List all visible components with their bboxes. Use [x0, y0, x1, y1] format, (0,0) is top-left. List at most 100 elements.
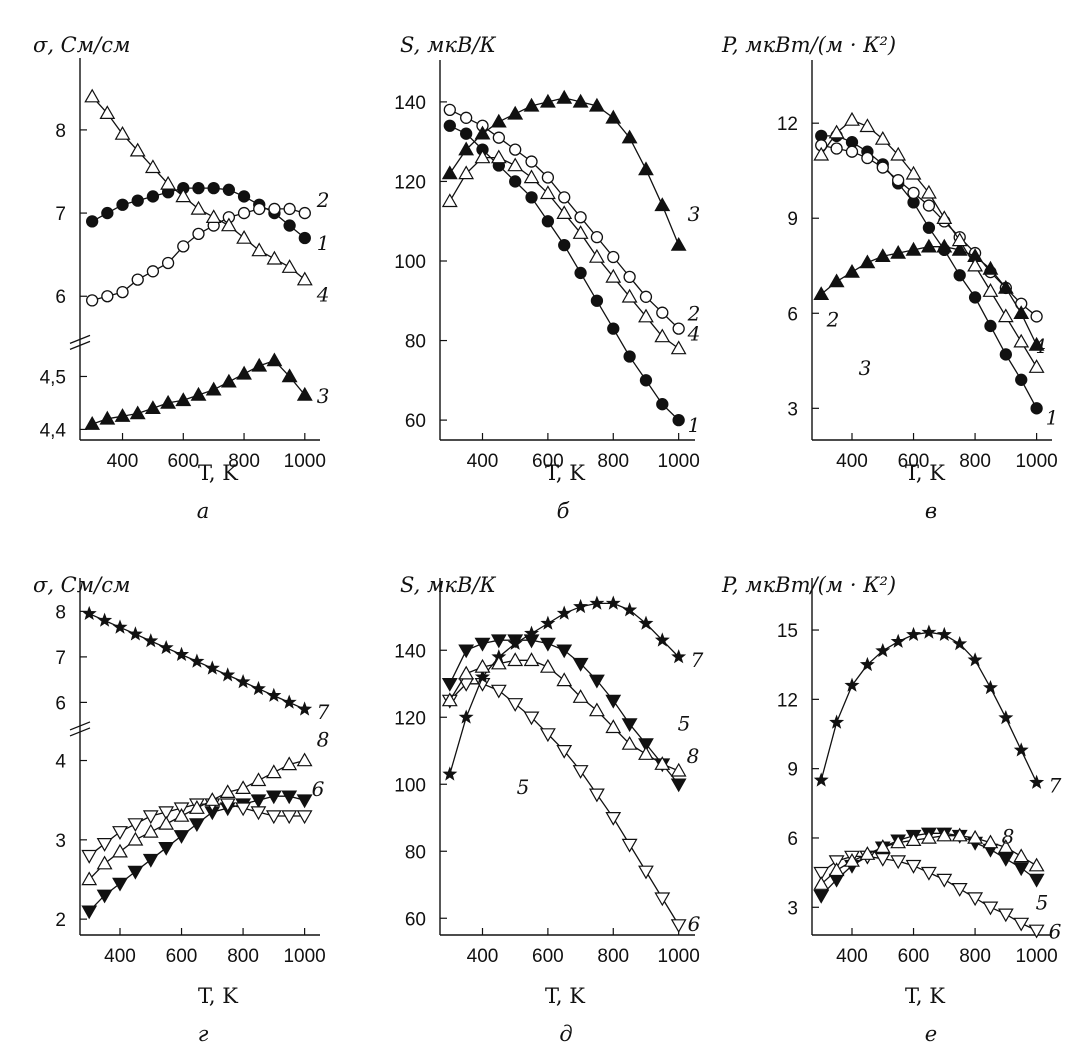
data-point-series-8	[621, 735, 638, 750]
y-tick-label: 120	[394, 708, 426, 729]
data-point-series-8	[441, 692, 458, 707]
data-point-series-2	[907, 186, 920, 200]
data-point-series-2	[283, 202, 296, 216]
chart-panel-5: 400 600 800 1000 60 80 100 120 140 S, мкВ/К T, K д 5…	[394, 573, 703, 1046]
data-point-series-2	[268, 202, 281, 216]
data-point-series-1	[86, 215, 99, 228]
data-point-series-6	[235, 802, 252, 817]
data-point-series-5	[96, 889, 113, 904]
data-point-series-5	[296, 794, 313, 809]
data-point-series-2	[623, 270, 636, 284]
data-point-series-3	[490, 113, 507, 128]
data-point-series-3	[266, 352, 283, 367]
data-point-series-2	[509, 143, 522, 156]
data-point-series-6	[96, 837, 113, 852]
data-point-series-7	[982, 679, 998, 695]
series-label-4: 4	[687, 322, 701, 346]
data-point-series-8	[81, 871, 98, 886]
data-point-series-4	[539, 185, 556, 200]
y-tick-label: 80	[405, 332, 426, 353]
y-tick-label: 12	[777, 690, 798, 711]
y-axis-title: P, мкВт/(м · К²)	[721, 573, 896, 597]
data-point-series-7	[540, 615, 556, 630]
data-point-series-8	[936, 827, 953, 842]
data-point-series-7	[890, 633, 906, 648]
data-point-series-8	[523, 652, 540, 667]
data-point-series-1	[639, 374, 653, 387]
series-label-7: 7	[1049, 774, 1062, 798]
data-point-series-3	[296, 386, 313, 401]
y-tick-label: 3	[787, 399, 798, 420]
y-tick-label: 9	[787, 209, 798, 230]
data-point-series-1	[623, 350, 636, 363]
data-point-series-7	[458, 709, 474, 724]
data-point-series-8	[813, 876, 830, 890]
data-point-series-5	[188, 818, 205, 833]
data-point-series-3	[890, 244, 907, 259]
data-point-series-7	[524, 625, 540, 640]
data-point-series-6	[158, 806, 175, 821]
chart-panel-4: 400 600 800 1000 2 3 4 6 7 8 σ, См/см T, K г 5 6 7 8	[33, 573, 529, 1046]
data-point-series-8	[859, 846, 876, 860]
data-point-series-7	[589, 595, 605, 610]
y-axis-title: S, мкВ/К	[400, 573, 496, 597]
axis-break-mark	[69, 721, 91, 737]
x-tick-label: 400	[107, 451, 139, 472]
data-point-series-7	[622, 602, 638, 617]
data-point-series-6	[539, 728, 556, 743]
data-point-series-6	[605, 811, 622, 826]
data-point-series-4	[251, 242, 268, 257]
data-point-series-3	[638, 161, 654, 176]
data-point-series-7	[844, 677, 860, 692]
data-point-series-8	[250, 772, 267, 787]
data-point-series-2	[237, 206, 251, 220]
data-point-series-2	[574, 211, 587, 224]
data-point-series-2	[590, 230, 604, 244]
data-point-series-4	[205, 209, 222, 223]
data-point-series-8	[967, 829, 984, 844]
data-point-series-4	[296, 271, 313, 286]
x-tick-label: 1000	[658, 946, 700, 967]
data-point-series-4	[905, 165, 922, 180]
data-point-series-1	[953, 269, 966, 282]
data-point-series-4	[967, 257, 984, 272]
data-point-series-3	[190, 386, 207, 401]
data-point-series-3	[523, 97, 540, 112]
data-point-series-6	[1013, 917, 1030, 932]
data-point-series-2	[922, 199, 936, 212]
data-point-series-4	[523, 169, 540, 184]
data-point-series-3	[982, 260, 999, 275]
chart-panel-2: 400 600 800 1000 60 80 100 120 140 S, мкВ/К T, K б 1…	[394, 33, 700, 523]
data-point-series-4	[828, 124, 845, 139]
data-point-series-7	[442, 766, 458, 781]
data-point-series-7	[875, 642, 891, 658]
y-tick-label: 60	[405, 909, 426, 930]
data-point-series-4	[890, 146, 907, 161]
data-point-series-6	[127, 818, 144, 833]
data-point-series-5	[572, 657, 589, 672]
y-tick-label: 140	[394, 93, 426, 114]
x-tick-label: 1000	[1015, 451, 1057, 472]
data-point-series-6	[556, 744, 573, 759]
data-point-series-6	[905, 859, 922, 874]
data-point-series-7	[143, 633, 159, 648]
data-point-series-6	[81, 849, 98, 864]
x-axis-title: T, K	[545, 984, 585, 1008]
data-point-series-1	[1030, 402, 1043, 415]
data-point-series-3	[1028, 336, 1045, 351]
data-point-series-4	[813, 146, 830, 161]
panel-letter: в	[925, 499, 937, 523]
data-point-series-6	[296, 810, 313, 825]
data-point-series-4	[281, 259, 298, 273]
y-tick-label: 4,4	[40, 420, 67, 441]
series-label-8: 8	[687, 744, 700, 768]
data-point-series-8	[204, 792, 221, 806]
data-point-series-5	[556, 644, 573, 659]
data-point-series-8	[474, 658, 491, 673]
data-point-series-2	[1030, 310, 1043, 323]
data-point-series-7	[189, 653, 205, 668]
series-label-7: 7	[691, 648, 704, 672]
data-point-series-1	[574, 266, 587, 280]
